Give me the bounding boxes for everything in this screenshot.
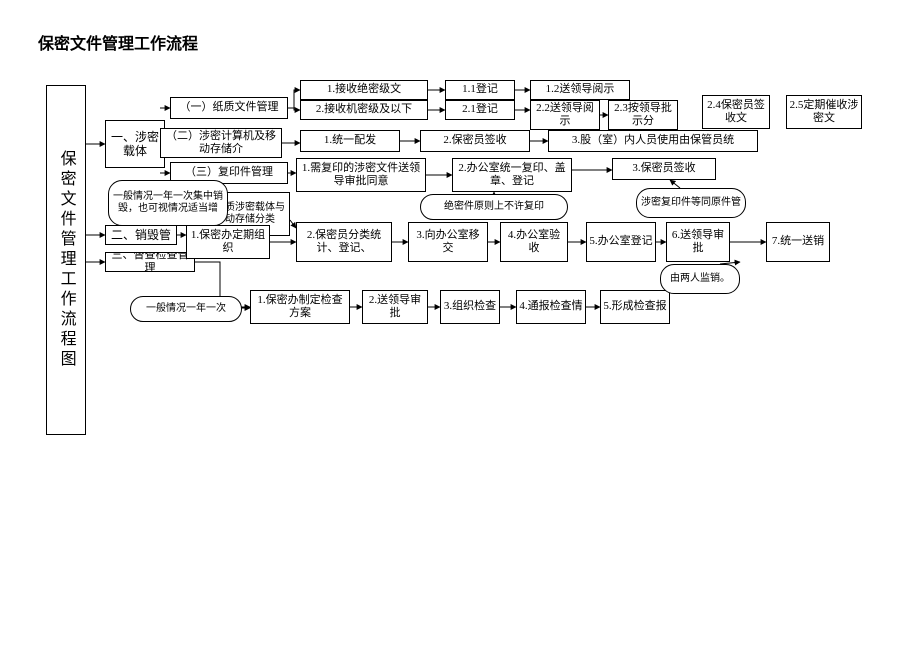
node-d1: 1.统一配发: [300, 130, 400, 152]
node-b12: 2.接收机密级及以下: [300, 100, 428, 120]
node-c25: 2.5定期催收涉密文: [786, 95, 862, 129]
node-f1: 1.保密办定期组织: [186, 225, 270, 259]
node-c22: 2.2送领导阅示: [530, 100, 600, 130]
node-f6: 6.送领导审批: [666, 222, 730, 262]
node-s3: 三、督查检查管理: [105, 252, 195, 272]
edge-a1-b12: [288, 108, 300, 110]
node-nb2: 绝密件原则上不许复印: [420, 194, 568, 220]
node-g5: 5.形成检查报: [600, 290, 670, 324]
node-g4: 4.通报检查情: [516, 290, 586, 324]
node-a2: （二）涉密计算机及移动存储介: [160, 128, 282, 158]
node-nb5: 一般情况一年一次: [130, 296, 242, 322]
node-g2: 2.送领导审批: [362, 290, 428, 324]
node-b11: 1.接收绝密级文: [300, 80, 428, 100]
page-title: 保密文件管理工作流程: [38, 30, 198, 54]
node-nb1: 一般情况一年一次集中销毁，也可视情况适当增: [108, 180, 228, 226]
node-root: 保密文件管理工作流程图: [46, 85, 86, 435]
node-c12: 2.1登记: [445, 100, 515, 120]
node-c24: 2.4保密员签收文: [702, 95, 770, 129]
node-c23: 2.3按领导批示分: [608, 100, 678, 130]
node-f2: 2.保密员分类统计、登记、: [296, 222, 392, 262]
node-g3: 3.组织检查: [440, 290, 500, 324]
node-nb4: 由两人监销。: [660, 264, 740, 294]
node-g1: 1.保密办制定检查方案: [250, 290, 350, 324]
node-e3: 3.保密员签收: [612, 158, 716, 180]
node-s1: 一、涉密载体: [105, 120, 165, 168]
node-e1: 1.需复印的涉密文件送领导审批同意: [296, 158, 426, 192]
node-d2: 2.保密员签收: [420, 130, 530, 152]
edge-a1-b11: [288, 90, 300, 108]
node-c11: 1.1登记: [445, 80, 515, 100]
node-f7: 7.统一送销: [766, 222, 830, 262]
node-f4: 4.办公室验收: [500, 222, 568, 262]
edge-nb3-e3: [670, 180, 680, 188]
node-f5: 5.办公室登记: [586, 222, 656, 262]
node-d3: 3.股（室）内人员使用由保管员统: [548, 130, 758, 152]
flowchart-stage: 保密文件管理工作流程 保密文件管理工作流程图一、涉密载体二、销毁管三、督查检查管…: [0, 0, 920, 651]
node-s2: 二、销毁管: [105, 225, 177, 245]
node-nb3: 涉密复印件等同原件管: [636, 188, 746, 218]
node-e2: 2.办公室统一复印、盖章、登记: [452, 158, 572, 192]
node-c21: 1.2送领导阅示: [530, 80, 630, 100]
node-a1: （一）纸质文件管理: [170, 97, 288, 119]
node-f3: 3.向办公室移交: [408, 222, 488, 262]
